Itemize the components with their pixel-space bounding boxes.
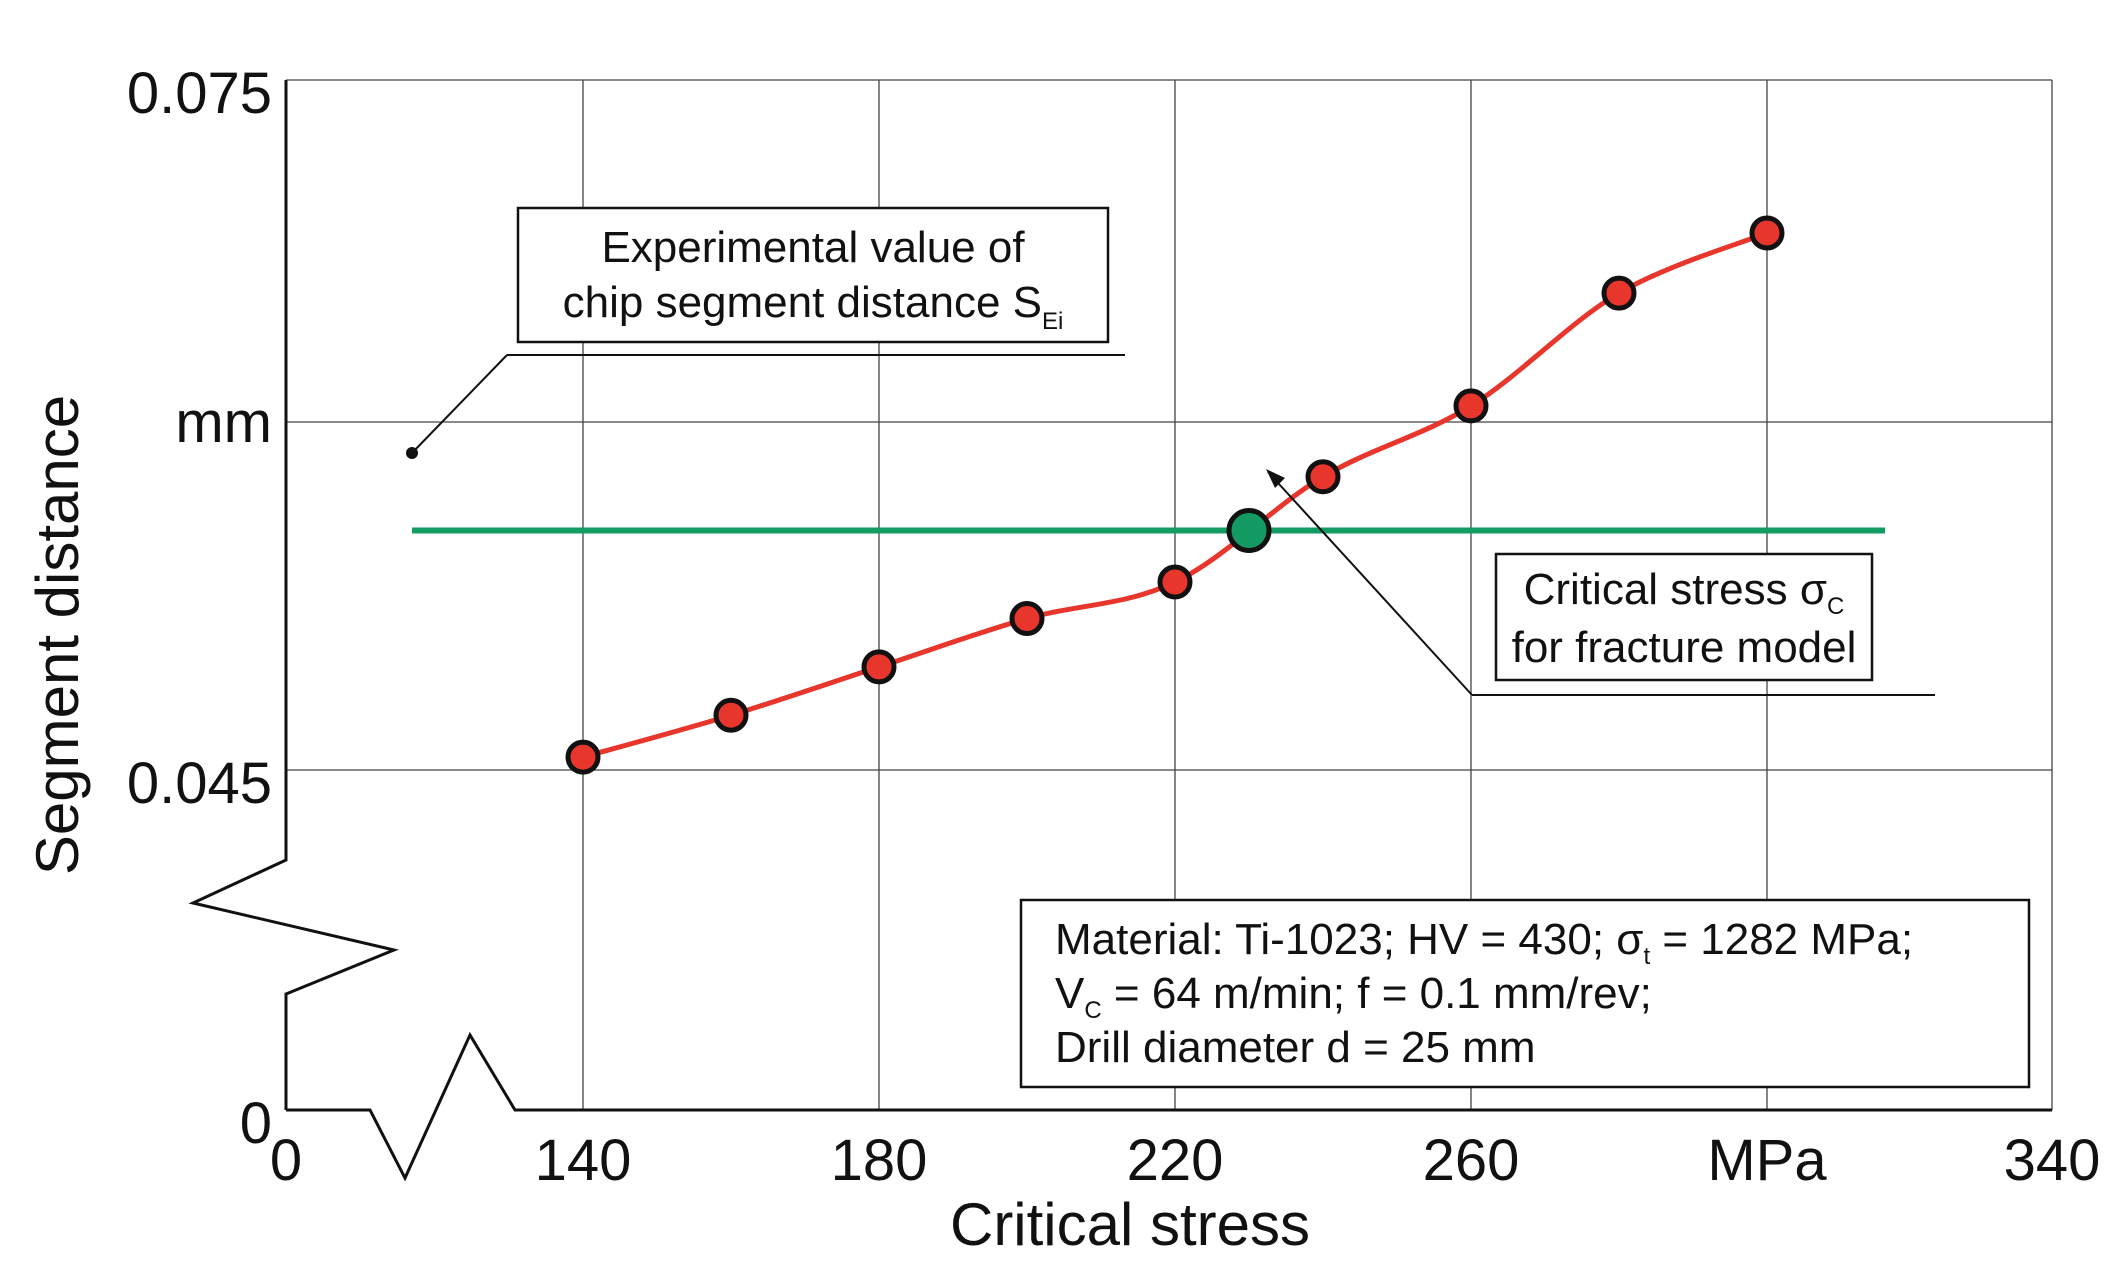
conditions-box: Material: Ti-1023; HV = 430; σt = 1282 M… (1019, 898, 2031, 1089)
experimental-leader-line (411, 354, 508, 454)
x-tick-label: 340 (2004, 1128, 2101, 1193)
y-tick-labels: 0 0.045 mm 0.075 (127, 61, 272, 1156)
experimental-annotation-line1: Experimental value of (601, 223, 1025, 272)
y-tick-label: mm (175, 390, 272, 455)
y-tick-label: 0.075 (127, 61, 272, 126)
x-tick-labels: 0 140 180 220 260 MPa 340 (270, 1128, 2101, 1193)
y-tick-label: 0 (240, 1091, 272, 1156)
data-point (1305, 459, 1341, 495)
experimental-annotation-box (516, 206, 1110, 344)
conditions-line1: Material: Ti-1023; HV = 430; σt = 1282 M… (1055, 915, 1913, 970)
data-point (1601, 275, 1637, 311)
conditions-line2: VC = 64 m/min; f = 0.1 mm/rev; (1055, 969, 1652, 1024)
y-axis-line (188, 80, 399, 1110)
x-tick-label: 220 (1127, 1128, 1224, 1193)
experimental-annotation-line2: chip segment distance SEi (563, 278, 1064, 335)
x-tick-label: 0 (270, 1128, 302, 1193)
data-point (713, 697, 749, 733)
data-point (861, 649, 897, 685)
critical-annotation-box (1494, 552, 1874, 682)
critical-annotation-line2: for fracture model (1512, 623, 1857, 672)
critical-leader-arrowhead (1266, 469, 1285, 488)
critical-leader-line (1267, 471, 1473, 696)
conditions-box-frame (1019, 898, 2031, 1089)
critical-point-marker (1226, 507, 1272, 553)
data-point (565, 739, 601, 775)
y-tick-label: 0.045 (127, 751, 272, 816)
experimental-annotation: Experimental value of chip segment dista… (406, 206, 1125, 459)
data-point (1157, 564, 1193, 600)
x-axis-line (286, 1031, 2052, 1182)
x-tick-label: 260 (1423, 1128, 1520, 1193)
x-tick-label: MPa (1707, 1128, 1827, 1193)
conditions-line3: Drill diameter d = 25 mm (1055, 1023, 1535, 1072)
critical-annotation: Critical stress σC for fracture model (1266, 469, 1935, 696)
data-point (1749, 215, 1785, 251)
data-points (565, 215, 1785, 775)
data-point (1453, 388, 1489, 424)
x-tick-label: 180 (831, 1128, 928, 1193)
data-point (1009, 601, 1045, 637)
experimental-leader-dot (406, 447, 418, 459)
x-axis-title: Critical stress (950, 1191, 1310, 1258)
critical-annotation-line1: Critical stress σC (1524, 565, 1845, 620)
x-tick-label: 140 (535, 1128, 632, 1193)
y-axis-title: Segment distance (24, 395, 91, 875)
